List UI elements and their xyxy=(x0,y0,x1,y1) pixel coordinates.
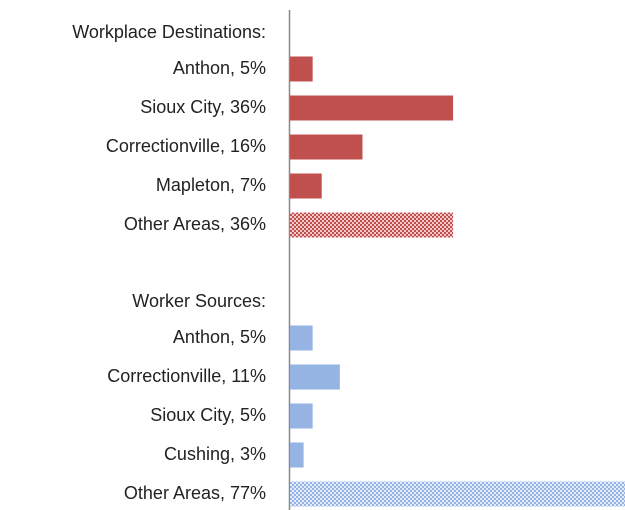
bar xyxy=(290,95,454,121)
bar xyxy=(290,56,313,82)
category-label: Correctionville, 11% xyxy=(107,366,266,386)
bar xyxy=(290,134,363,160)
bar xyxy=(290,325,313,351)
bar xyxy=(290,481,625,507)
category-label: Anthon, 5% xyxy=(173,327,266,347)
group-title: Worker Sources: xyxy=(132,291,266,311)
category-label: Anthon, 5% xyxy=(173,58,266,78)
category-label: Cushing, 3% xyxy=(164,444,266,464)
category-label: Sioux City, 5% xyxy=(150,405,266,425)
category-label: Sioux City, 36% xyxy=(140,97,266,117)
group-title: Workplace Destinations: xyxy=(72,22,266,42)
category-label: Other Areas, 77% xyxy=(124,483,266,503)
bar xyxy=(290,364,340,390)
category-label: Other Areas, 36% xyxy=(124,214,266,234)
bar xyxy=(290,403,313,429)
category-label: Correctionville, 16% xyxy=(106,136,266,156)
bar xyxy=(290,442,304,468)
bar xyxy=(290,212,454,238)
category-label: Mapleton, 7% xyxy=(156,175,266,195)
bar xyxy=(290,173,322,199)
